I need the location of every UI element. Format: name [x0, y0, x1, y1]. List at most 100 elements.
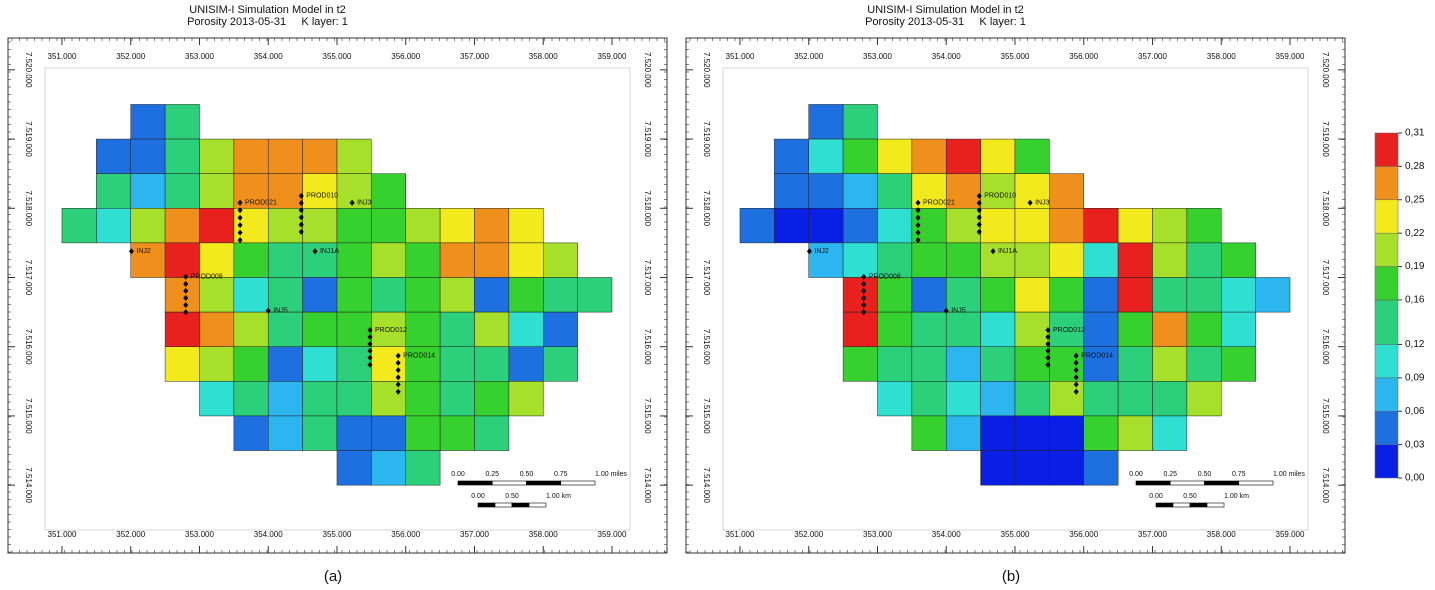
grid-cell [303, 416, 337, 451]
x-tick-label: 353.000 [863, 530, 892, 539]
grid-cell [843, 243, 877, 278]
grid-cell [843, 208, 877, 243]
y-tick-label: 7.518.000 [702, 190, 711, 226]
grid-cell [543, 243, 577, 278]
grid-cell [303, 312, 337, 347]
grid-cell [946, 243, 980, 278]
colorbar-label: 0,19 [1405, 261, 1425, 272]
grid-cell [406, 416, 440, 451]
y-tick-label: 7.520.000 [24, 52, 33, 88]
well-label: INJ3 [357, 200, 372, 207]
grid-cell [1221, 312, 1255, 347]
grid-cell [268, 381, 302, 416]
colorbar-band [1375, 133, 1398, 166]
well-label: INJ5 [273, 308, 288, 315]
scale-bar-segment [1205, 481, 1239, 485]
grid-cell [1015, 312, 1049, 347]
grid-cell [877, 381, 911, 416]
scale-label: 0.00 [471, 493, 485, 500]
grid-cell [1118, 243, 1152, 278]
x-tick-label: 351.000 [726, 52, 755, 61]
grid-cell [474, 416, 508, 451]
x-tick-label: 356.000 [391, 52, 420, 61]
grid-cell [1084, 208, 1118, 243]
grid-cell [1015, 139, 1049, 174]
grid-cell [1221, 278, 1255, 313]
y-tick-label: 7.516.000 [24, 329, 33, 365]
grid-cell [199, 174, 233, 209]
colorbar-band [1375, 411, 1398, 444]
scale-bar-segment [495, 503, 512, 507]
grid-cell [303, 278, 337, 313]
grid-cell [912, 347, 946, 382]
grid-cell [1084, 416, 1118, 451]
well-label: PROD012 [1053, 327, 1085, 334]
scale-label: 0.50 [520, 471, 534, 478]
y-tick-label: 7.514.000 [1321, 467, 1330, 503]
well-label: INJ2 [814, 248, 829, 255]
scale-label: 0.50 [1183, 493, 1197, 500]
grid-cell [1015, 347, 1049, 382]
x-tick-label: 359.000 [598, 530, 627, 539]
grid-cell [946, 416, 980, 451]
x-tick-label: 354.000 [254, 530, 283, 539]
grid-cell [981, 347, 1015, 382]
grid-cell [1084, 312, 1118, 347]
grid-cell [337, 139, 371, 174]
grid-cell [234, 243, 268, 278]
grid-cell [1187, 208, 1221, 243]
well-label: PROD008 [191, 274, 223, 281]
grid-cell [406, 312, 440, 347]
grid-cell [474, 243, 508, 278]
grid-cell [774, 174, 808, 209]
grid-cell [165, 312, 199, 347]
grid-cell [131, 208, 165, 243]
colorbar-label: 0,12 [1405, 339, 1425, 350]
x-tick-label: 356.000 [1069, 52, 1098, 61]
y-tick-label: 7.519.000 [643, 121, 652, 157]
scale-label: 1.00 miles [595, 471, 627, 478]
y-tick-label: 7.514.000 [643, 467, 652, 503]
grid-cell [774, 139, 808, 174]
y-tick-label: 7.517.000 [643, 260, 652, 296]
grid-cell [474, 208, 508, 243]
grid-cell [337, 312, 371, 347]
colorbar-band [1375, 233, 1398, 266]
grid-cell [912, 416, 946, 451]
grid-cell [406, 208, 440, 243]
well-label: PROD014 [403, 353, 435, 360]
y-tick-label: 7.516.000 [643, 329, 652, 365]
x-tick-label: 355.000 [323, 530, 352, 539]
grid-cell [1256, 278, 1290, 313]
grid-cell [406, 381, 440, 416]
grid-cell [543, 347, 577, 382]
grid-cell [303, 381, 337, 416]
grid-cell [1049, 243, 1083, 278]
x-tick-label: 352.000 [116, 52, 145, 61]
grid-cell [1084, 451, 1118, 486]
well-label: INJ1A [998, 248, 1017, 255]
x-tick-label: 358.000 [1207, 52, 1236, 61]
grid-cell [1187, 278, 1221, 313]
y-tick-label: 7.518.000 [24, 190, 33, 226]
grid-cell [131, 104, 165, 139]
x-tick-label: 353.000 [863, 52, 892, 61]
grid-cell [1118, 347, 1152, 382]
grid-cell [1118, 416, 1152, 451]
x-tick-label: 357.000 [1138, 52, 1167, 61]
x-tick-label: 353.000 [185, 530, 214, 539]
x-tick-label: 355.000 [323, 52, 352, 61]
grid-cell [1049, 174, 1083, 209]
grid-cell [234, 139, 268, 174]
grid-cell [440, 243, 474, 278]
well-label: INJ1A [320, 248, 339, 255]
grid-cell [371, 243, 405, 278]
scale-bar-segment [1173, 503, 1190, 507]
grid-cell [843, 312, 877, 347]
grid-cell [912, 139, 946, 174]
scale-label: 0.00 [451, 471, 465, 478]
grid-cell [96, 139, 130, 174]
grid-cell [268, 208, 302, 243]
caption: (b) [1002, 568, 1020, 585]
grid-cell [62, 208, 96, 243]
